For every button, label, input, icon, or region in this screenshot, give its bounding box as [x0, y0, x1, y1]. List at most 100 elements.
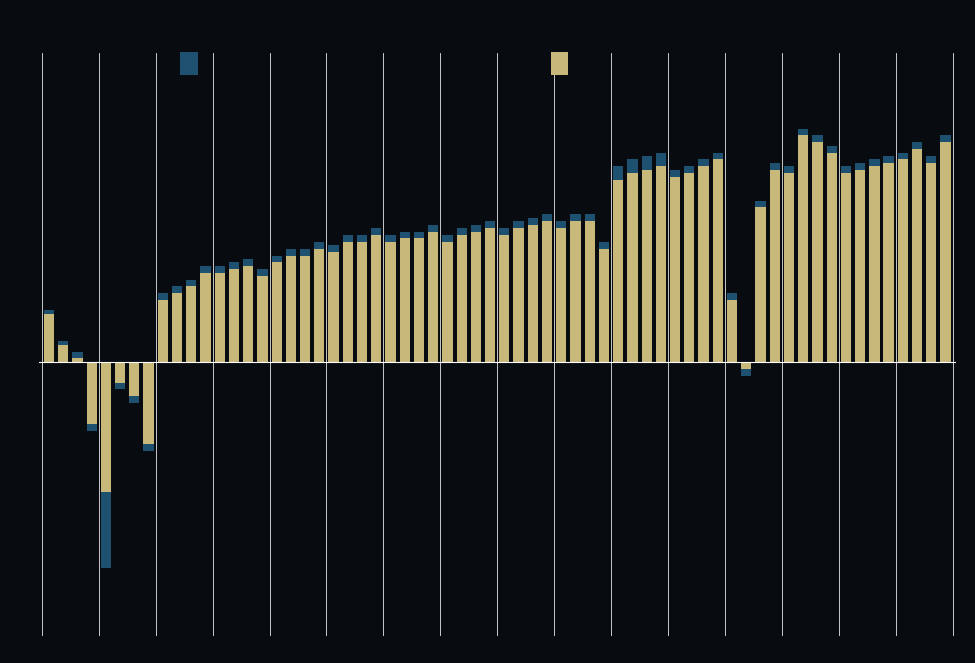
- Bar: [827, 146, 837, 152]
- Bar: [485, 221, 495, 228]
- Bar: [570, 214, 581, 221]
- Bar: [684, 166, 694, 362]
- Bar: [243, 259, 254, 266]
- Bar: [698, 159, 709, 166]
- Bar: [243, 259, 254, 362]
- Bar: [58, 341, 68, 345]
- Bar: [130, 362, 139, 396]
- Bar: [214, 266, 225, 272]
- Bar: [898, 152, 908, 159]
- Bar: [556, 221, 566, 228]
- Bar: [357, 235, 368, 242]
- Bar: [769, 163, 780, 362]
- Bar: [941, 135, 951, 143]
- Bar: [784, 166, 794, 362]
- Bar: [100, 493, 111, 568]
- Bar: [371, 228, 381, 235]
- Bar: [371, 228, 381, 362]
- Bar: [257, 269, 267, 276]
- Bar: [799, 129, 808, 362]
- Bar: [286, 249, 296, 362]
- Bar: [143, 444, 154, 451]
- Bar: [257, 269, 267, 362]
- Bar: [799, 129, 808, 135]
- Bar: [342, 235, 353, 362]
- Bar: [485, 221, 495, 362]
- Bar: [585, 214, 595, 221]
- Bar: [599, 242, 609, 362]
- Bar: [172, 286, 182, 293]
- Bar: [428, 225, 439, 362]
- Bar: [499, 228, 510, 362]
- Bar: [413, 231, 424, 239]
- Bar: [741, 369, 752, 376]
- Bar: [570, 214, 581, 362]
- Bar: [400, 231, 410, 362]
- Bar: [870, 159, 879, 362]
- Bar: [201, 266, 211, 362]
- Bar: [855, 163, 865, 362]
- Bar: [514, 221, 524, 228]
- Bar: [670, 170, 681, 176]
- Bar: [784, 166, 794, 173]
- Bar: [926, 156, 936, 362]
- Bar: [186, 280, 196, 362]
- Bar: [329, 245, 338, 362]
- Bar: [229, 263, 239, 269]
- Bar: [72, 351, 83, 362]
- Bar: [756, 201, 765, 208]
- Bar: [443, 235, 452, 362]
- Bar: [556, 221, 566, 362]
- Bar: [115, 383, 125, 389]
- Bar: [115, 362, 125, 383]
- Bar: [143, 362, 154, 444]
- Bar: [727, 293, 737, 362]
- Bar: [172, 286, 182, 362]
- Bar: [642, 156, 652, 362]
- Bar: [357, 235, 368, 362]
- Bar: [713, 152, 722, 362]
- Bar: [58, 341, 68, 362]
- Bar: [72, 351, 83, 359]
- Bar: [883, 156, 894, 163]
- Bar: [229, 263, 239, 362]
- Bar: [201, 266, 211, 272]
- Bar: [158, 293, 168, 300]
- Bar: [300, 249, 310, 255]
- Bar: [741, 362, 752, 369]
- Bar: [499, 228, 510, 235]
- Bar: [599, 242, 609, 249]
- Bar: [542, 214, 552, 362]
- Bar: [272, 255, 282, 362]
- Bar: [44, 310, 54, 362]
- Bar: [883, 156, 894, 362]
- Bar: [812, 135, 823, 143]
- Bar: [471, 225, 481, 362]
- Bar: [941, 135, 951, 362]
- Bar: [613, 166, 623, 180]
- Bar: [400, 231, 410, 239]
- Bar: [456, 228, 467, 362]
- Bar: [413, 231, 424, 362]
- Bar: [656, 152, 666, 166]
- Bar: [898, 152, 908, 362]
- Bar: [100, 362, 111, 493]
- Bar: [769, 163, 780, 170]
- Bar: [130, 396, 139, 403]
- Bar: [158, 293, 168, 362]
- Bar: [44, 310, 54, 314]
- Bar: [456, 228, 467, 235]
- Bar: [87, 424, 97, 430]
- Bar: [385, 235, 396, 242]
- Bar: [272, 255, 282, 263]
- Bar: [385, 235, 396, 362]
- Bar: [670, 170, 681, 362]
- Bar: [912, 143, 922, 362]
- Bar: [585, 214, 595, 362]
- Bar: [613, 166, 623, 362]
- Bar: [186, 280, 196, 286]
- Bar: [87, 362, 97, 424]
- Bar: [727, 293, 737, 300]
- Bar: [827, 146, 837, 362]
- Bar: [314, 242, 325, 362]
